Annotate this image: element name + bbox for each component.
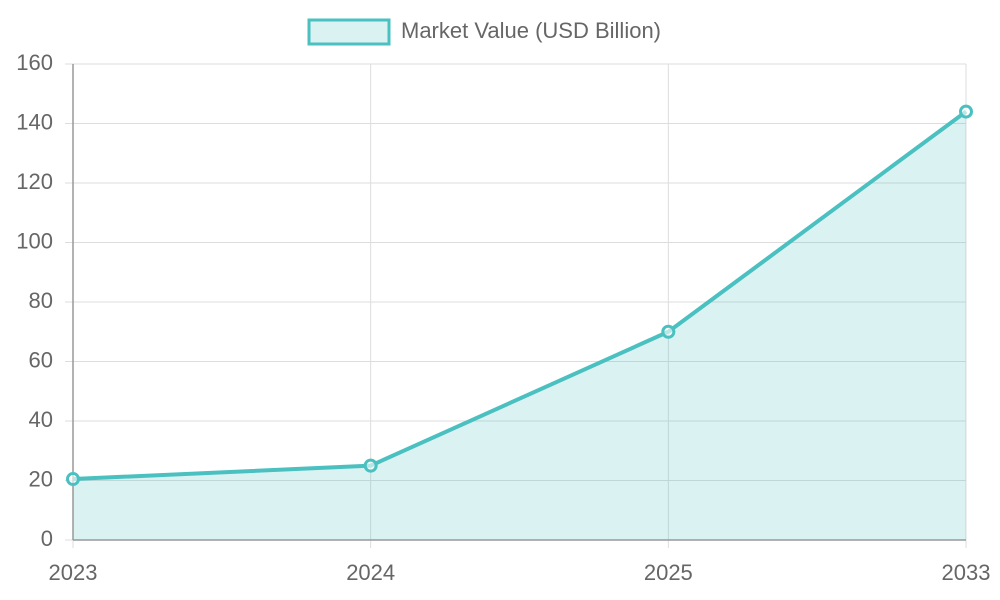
y-tick-label: 80 [29,288,53,313]
y-tick-label: 100 [16,228,53,253]
y-tick-label: 60 [29,347,53,372]
y-tick-label: 120 [16,169,53,194]
x-tick-label: 2033 [942,560,991,585]
y-tick-label: 20 [29,466,53,491]
legend-label: Market Value (USD Billion) [401,18,661,43]
y-tick-label: 40 [29,407,53,432]
x-tick-label: 2023 [49,560,98,585]
line [72,109,968,482]
point [363,458,378,473]
y-tick-label: 160 [16,50,53,75]
x-tick-label: 2025 [644,560,693,585]
y-tick-label: 0 [41,526,53,551]
point [66,472,80,487]
legend-swatch [307,18,391,46]
y-tick-label: 140 [16,109,53,134]
x-tick-label: 2024 [346,560,395,585]
point [661,324,676,339]
point [959,104,973,119]
area [73,111,966,540]
